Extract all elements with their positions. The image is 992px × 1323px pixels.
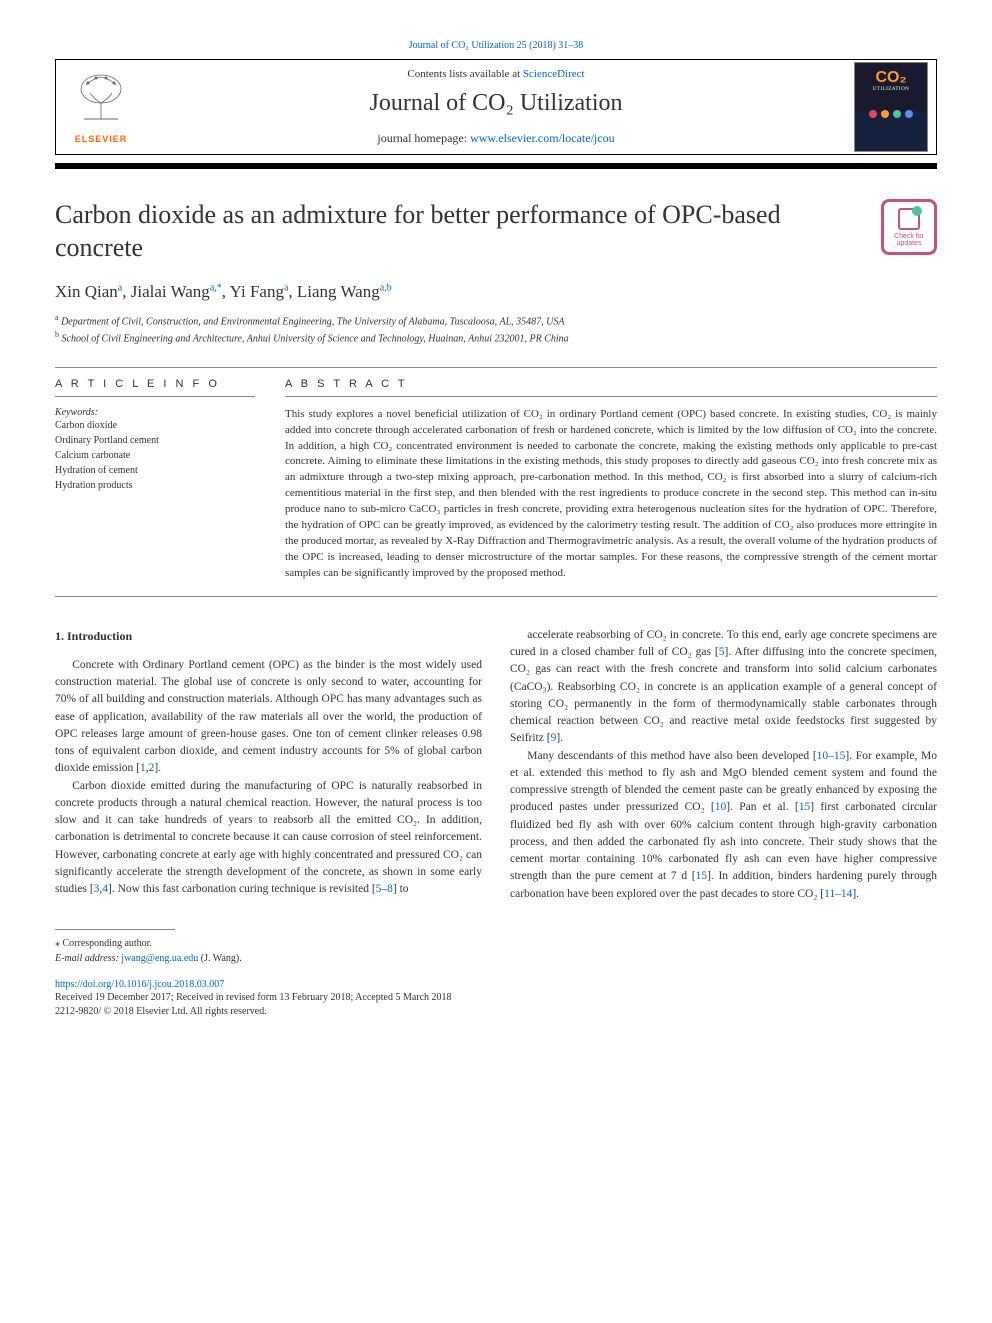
info-subdivider [55,396,255,397]
email-link[interactable]: jwang@eng.ua.edu [121,953,198,964]
body-paragraph: Many descendants of this method have als… [510,748,937,903]
footnote-divider [55,929,175,930]
contents-line: Contents lists available at ScienceDirec… [156,68,836,80]
masthead-divider [55,163,937,169]
sciencedirect-link[interactable]: ScienceDirect [523,68,585,80]
keywords-label: Keywords: [55,407,255,418]
keyword-item: Hydration of cement [55,463,255,478]
info-divider-top [55,367,937,368]
abstract-heading: A B S T R A C T [285,378,937,390]
body-paragraph: Carbon dioxide emitted during the manufa… [55,778,482,899]
cover-subtitle: UTILIZATION [873,87,910,92]
article-history: Received 19 December 2017; Received in r… [55,991,937,1005]
bookmark-check-icon [898,208,920,230]
keyword-item: Ordinary Portland cement [55,433,255,448]
check-updates-badge[interactable]: Check for updates [881,199,937,255]
elsevier-tree-icon [72,71,130,130]
homepage-link[interactable]: www.elsevier.com/locate/jcou [470,131,615,145]
body-column-left: 1. Introduction Concrete with Ordinary P… [55,627,482,903]
cover-dots-icon [869,110,913,118]
corresponding-author-note: ⁎ Corresponding author. [55,936,937,951]
body-paragraph: accelerate reabsorbing of CO₂ in concret… [510,627,937,748]
article-title: Carbon dioxide as an admixture for bette… [55,199,861,264]
affiliations: a Department of Civil, Construction, and… [55,312,937,347]
publisher-logo[interactable]: ELSEVIER [56,60,146,154]
copyright-line: 2212-9820/ © 2018 Elsevier Ltd. All righ… [55,1005,937,1019]
contents-prefix: Contents lists available at [407,68,522,80]
journal-reference: Journal of CO₂ Utilization 25 (2018) 31–… [55,40,937,51]
homepage-prefix: journal homepage: [377,131,470,145]
section-1-heading: 1. Introduction [55,627,482,645]
email-label: E-mail address: [55,953,121,964]
doi-link[interactable]: https://doi.org/10.1016/j.jcou.2018.03.0… [55,979,224,990]
masthead: ELSEVIER Contents lists available at Sci… [55,59,937,155]
abstract-column: A B S T R A C T This study explores a no… [285,378,937,582]
keyword-item: Carbon dioxide [55,418,255,433]
journal-cover[interactable]: CO₂ UTILIZATION [846,60,936,154]
authors: Xin Qiana, Jialai Wanga,*, Yi Fanga, Lia… [55,282,937,302]
body-column-right: accelerate reabsorbing of CO₂ in concret… [510,627,937,903]
cover-thumbnail: CO₂ UTILIZATION [854,62,928,152]
journal-name: Journal of CO₂ Utilization [156,90,836,117]
journal-ref-link[interactable]: Journal of CO₂ Utilization 25 (2018) 31–… [409,40,584,51]
abstract-text: This study explores a novel beneficial u… [285,407,937,582]
updates-badge-label: Check for updates [884,233,934,247]
keywords-list: Carbon dioxideOrdinary Portland cementCa… [55,418,255,493]
info-divider-bottom [55,596,937,597]
keyword-item: Calcium carbonate [55,448,255,463]
body-paragraph: Concrete with Ordinary Portland cement (… [55,657,482,778]
doi-line: https://doi.org/10.1016/j.jcou.2018.03.0… [55,976,937,991]
article-info-column: A R T I C L E I N F O Keywords: Carbon d… [55,378,255,582]
journal-homepage: journal homepage: www.elsevier.com/locat… [156,131,836,146]
abstract-subdivider [285,396,937,397]
cover-brand: CO₂ [875,69,906,87]
article-info-heading: A R T I C L E I N F O [55,378,255,390]
keyword-item: Hydration products [55,478,255,493]
email-line: E-mail address: jwang@eng.ua.edu (J. Wan… [55,951,937,966]
body-columns: 1. Introduction Concrete with Ordinary P… [55,627,937,903]
email-suffix: (J. Wang). [198,953,241,964]
publisher-name: ELSEVIER [75,134,128,144]
